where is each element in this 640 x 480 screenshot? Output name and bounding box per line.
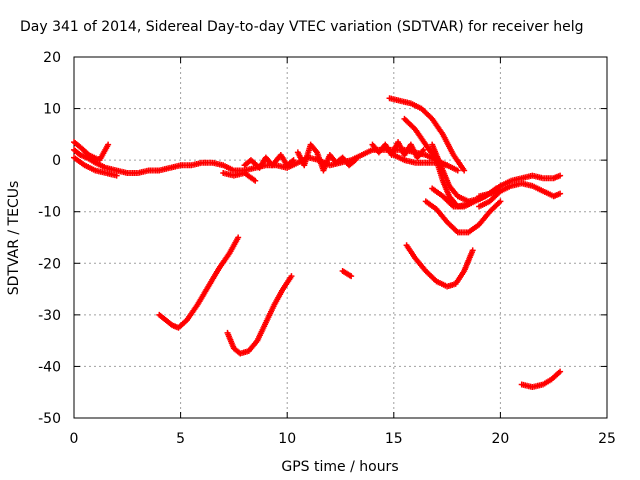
chart-title: Day 341 of 2014, Sidereal Day-to-day VTE… — [20, 19, 583, 35]
series-arc-late-1 — [476, 172, 564, 200]
data-point — [420, 146, 427, 153]
tick-labels: 0 5 10 15 20 25 -50 -40 -30 -20 -10 0 10 20 — [38, 50, 616, 447]
series-arc-main-upper — [71, 139, 112, 164]
data-point — [444, 162, 451, 169]
data-point — [497, 198, 504, 205]
series-arc-wiggle-1 — [241, 151, 297, 171]
x-tick-label: 20 — [491, 431, 509, 447]
y-tick-label: -20 — [38, 256, 61, 272]
series-arc-wiggle-2 — [294, 141, 359, 174]
grid — [74, 57, 607, 418]
x-tick-label: 10 — [278, 431, 296, 447]
data-point — [290, 157, 297, 164]
y-tick-label: 20 — [43, 50, 61, 66]
series-arc-neg-1 — [156, 234, 242, 331]
y-tick-label: 0 — [52, 153, 61, 169]
series-arc-desc-1 — [386, 95, 468, 174]
data-point — [352, 157, 359, 164]
data-point — [252, 177, 259, 184]
data-point — [557, 190, 564, 197]
data-point — [454, 167, 461, 174]
data-point — [105, 141, 112, 148]
data-point — [461, 167, 468, 174]
plot-frame — [73, 56, 608, 419]
series-arc-wiggle-3 — [369, 139, 427, 161]
series-arc-main-lower — [71, 154, 120, 179]
x-tick-label: 15 — [385, 431, 403, 447]
data-marks — [71, 95, 564, 391]
x-tick-label: 25 — [598, 431, 616, 447]
y-tick-label: 10 — [43, 102, 61, 118]
x-axis-label: GPS time / hours — [281, 459, 398, 475]
y-tick-label: -30 — [38, 308, 61, 324]
y-tick-label: -40 — [38, 359, 61, 375]
ticks — [73, 56, 608, 419]
series-arc-dip-2 — [422, 198, 504, 236]
data-point — [348, 273, 355, 280]
data-point — [235, 234, 242, 241]
x-tick-label: 0 — [70, 431, 79, 447]
series-arc-wiggle-5 — [220, 170, 259, 184]
data-point — [113, 172, 120, 179]
series-arc-neg-4 — [403, 242, 476, 290]
series-arc-late-2 — [476, 180, 564, 210]
series-arc-neg-3 — [339, 268, 355, 280]
series-arc-neg-5 — [518, 368, 564, 391]
data-point — [557, 172, 564, 179]
data-point — [557, 368, 564, 375]
y-tick-label: -50 — [38, 411, 61, 427]
y-tick-label: -10 — [38, 205, 61, 221]
series-arc-neg-2 — [224, 273, 295, 357]
data-point — [469, 247, 476, 254]
y-axis-label: SDTVAR / TECUs — [6, 181, 22, 296]
data-point — [288, 273, 295, 280]
x-tick-label: 5 — [176, 431, 185, 447]
